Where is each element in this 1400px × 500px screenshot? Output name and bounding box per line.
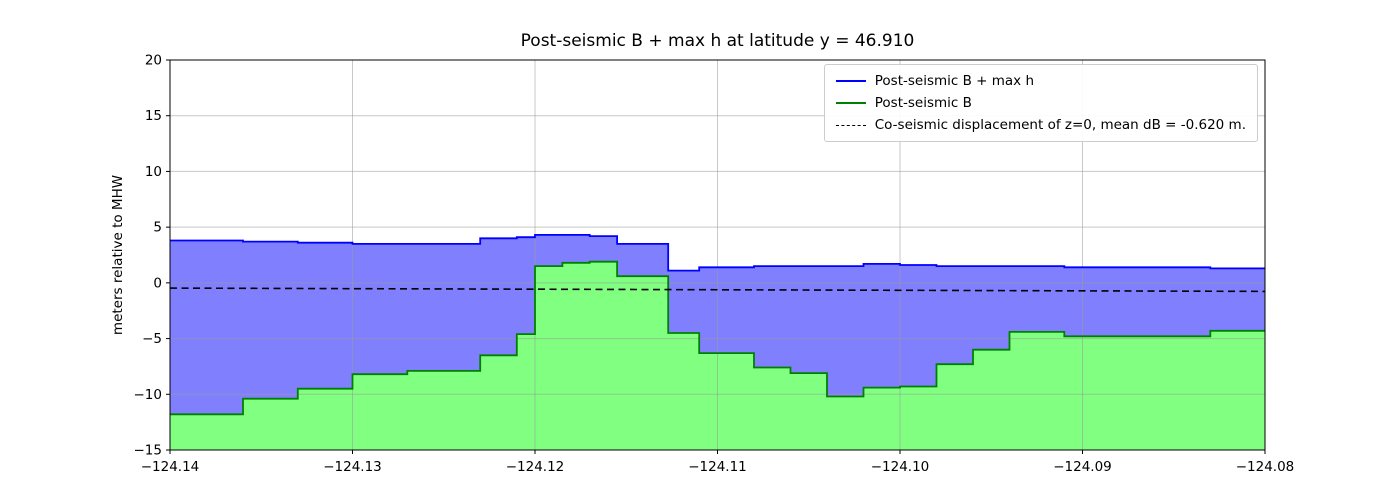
b-plus-maxh-line (170, 233, 1265, 272)
chart-title: Post-seismic B + max h at latitude y = 4… (520, 31, 915, 51)
x-tick-label: −124.14 (141, 459, 200, 475)
legend-label-co-seismic-displacement: Co-seismic displacement of z=0, mean dB … (874, 117, 1246, 133)
y-tick-label: −15 (134, 443, 163, 459)
legend-item-post-seismic-b-plus-maxh: Post-seismic B + max h (835, 73, 1246, 89)
x-tick-label: −124.13 (323, 459, 382, 475)
x-tick-label: −124.11 (688, 459, 747, 475)
legend-item-co-seismic-displacement: Co-seismic displacement of z=0, mean dB … (835, 117, 1246, 133)
post-seismic-b-line (170, 260, 1265, 416)
dashed-line-swatch (835, 124, 866, 126)
x-tick-label: −124.10 (871, 459, 930, 475)
y-tick-label: 10 (145, 164, 162, 180)
green-line-swatch (835, 102, 866, 104)
y-tick-label: 5 (153, 220, 162, 236)
y-tick-label: −10 (134, 387, 163, 403)
y-axis-label: meters relative to MHW (110, 174, 126, 336)
x-tick-label: −124.09 (1053, 459, 1112, 475)
legend-item-post-seismic-b: Post-seismic B (835, 95, 1246, 111)
y-tick-label: 20 (145, 53, 162, 69)
legend: Post-seismic B + max h Post-seismic B Co… (823, 64, 1258, 142)
legend-label-post-seismic-b-plus-maxh: Post-seismic B + max h (874, 73, 1035, 89)
blue-line-swatch (835, 80, 866, 82)
y-tick-label: −5 (142, 331, 162, 347)
x-tick-label: −124.12 (506, 459, 565, 475)
y-tick-label: 15 (145, 108, 162, 124)
x-tick-label: −124.08 (1236, 459, 1295, 475)
co-seismic-dashed-line (169, 287, 1266, 293)
y-tick-label: 0 (153, 275, 162, 291)
legend-label-post-seismic-b: Post-seismic B (874, 95, 972, 111)
